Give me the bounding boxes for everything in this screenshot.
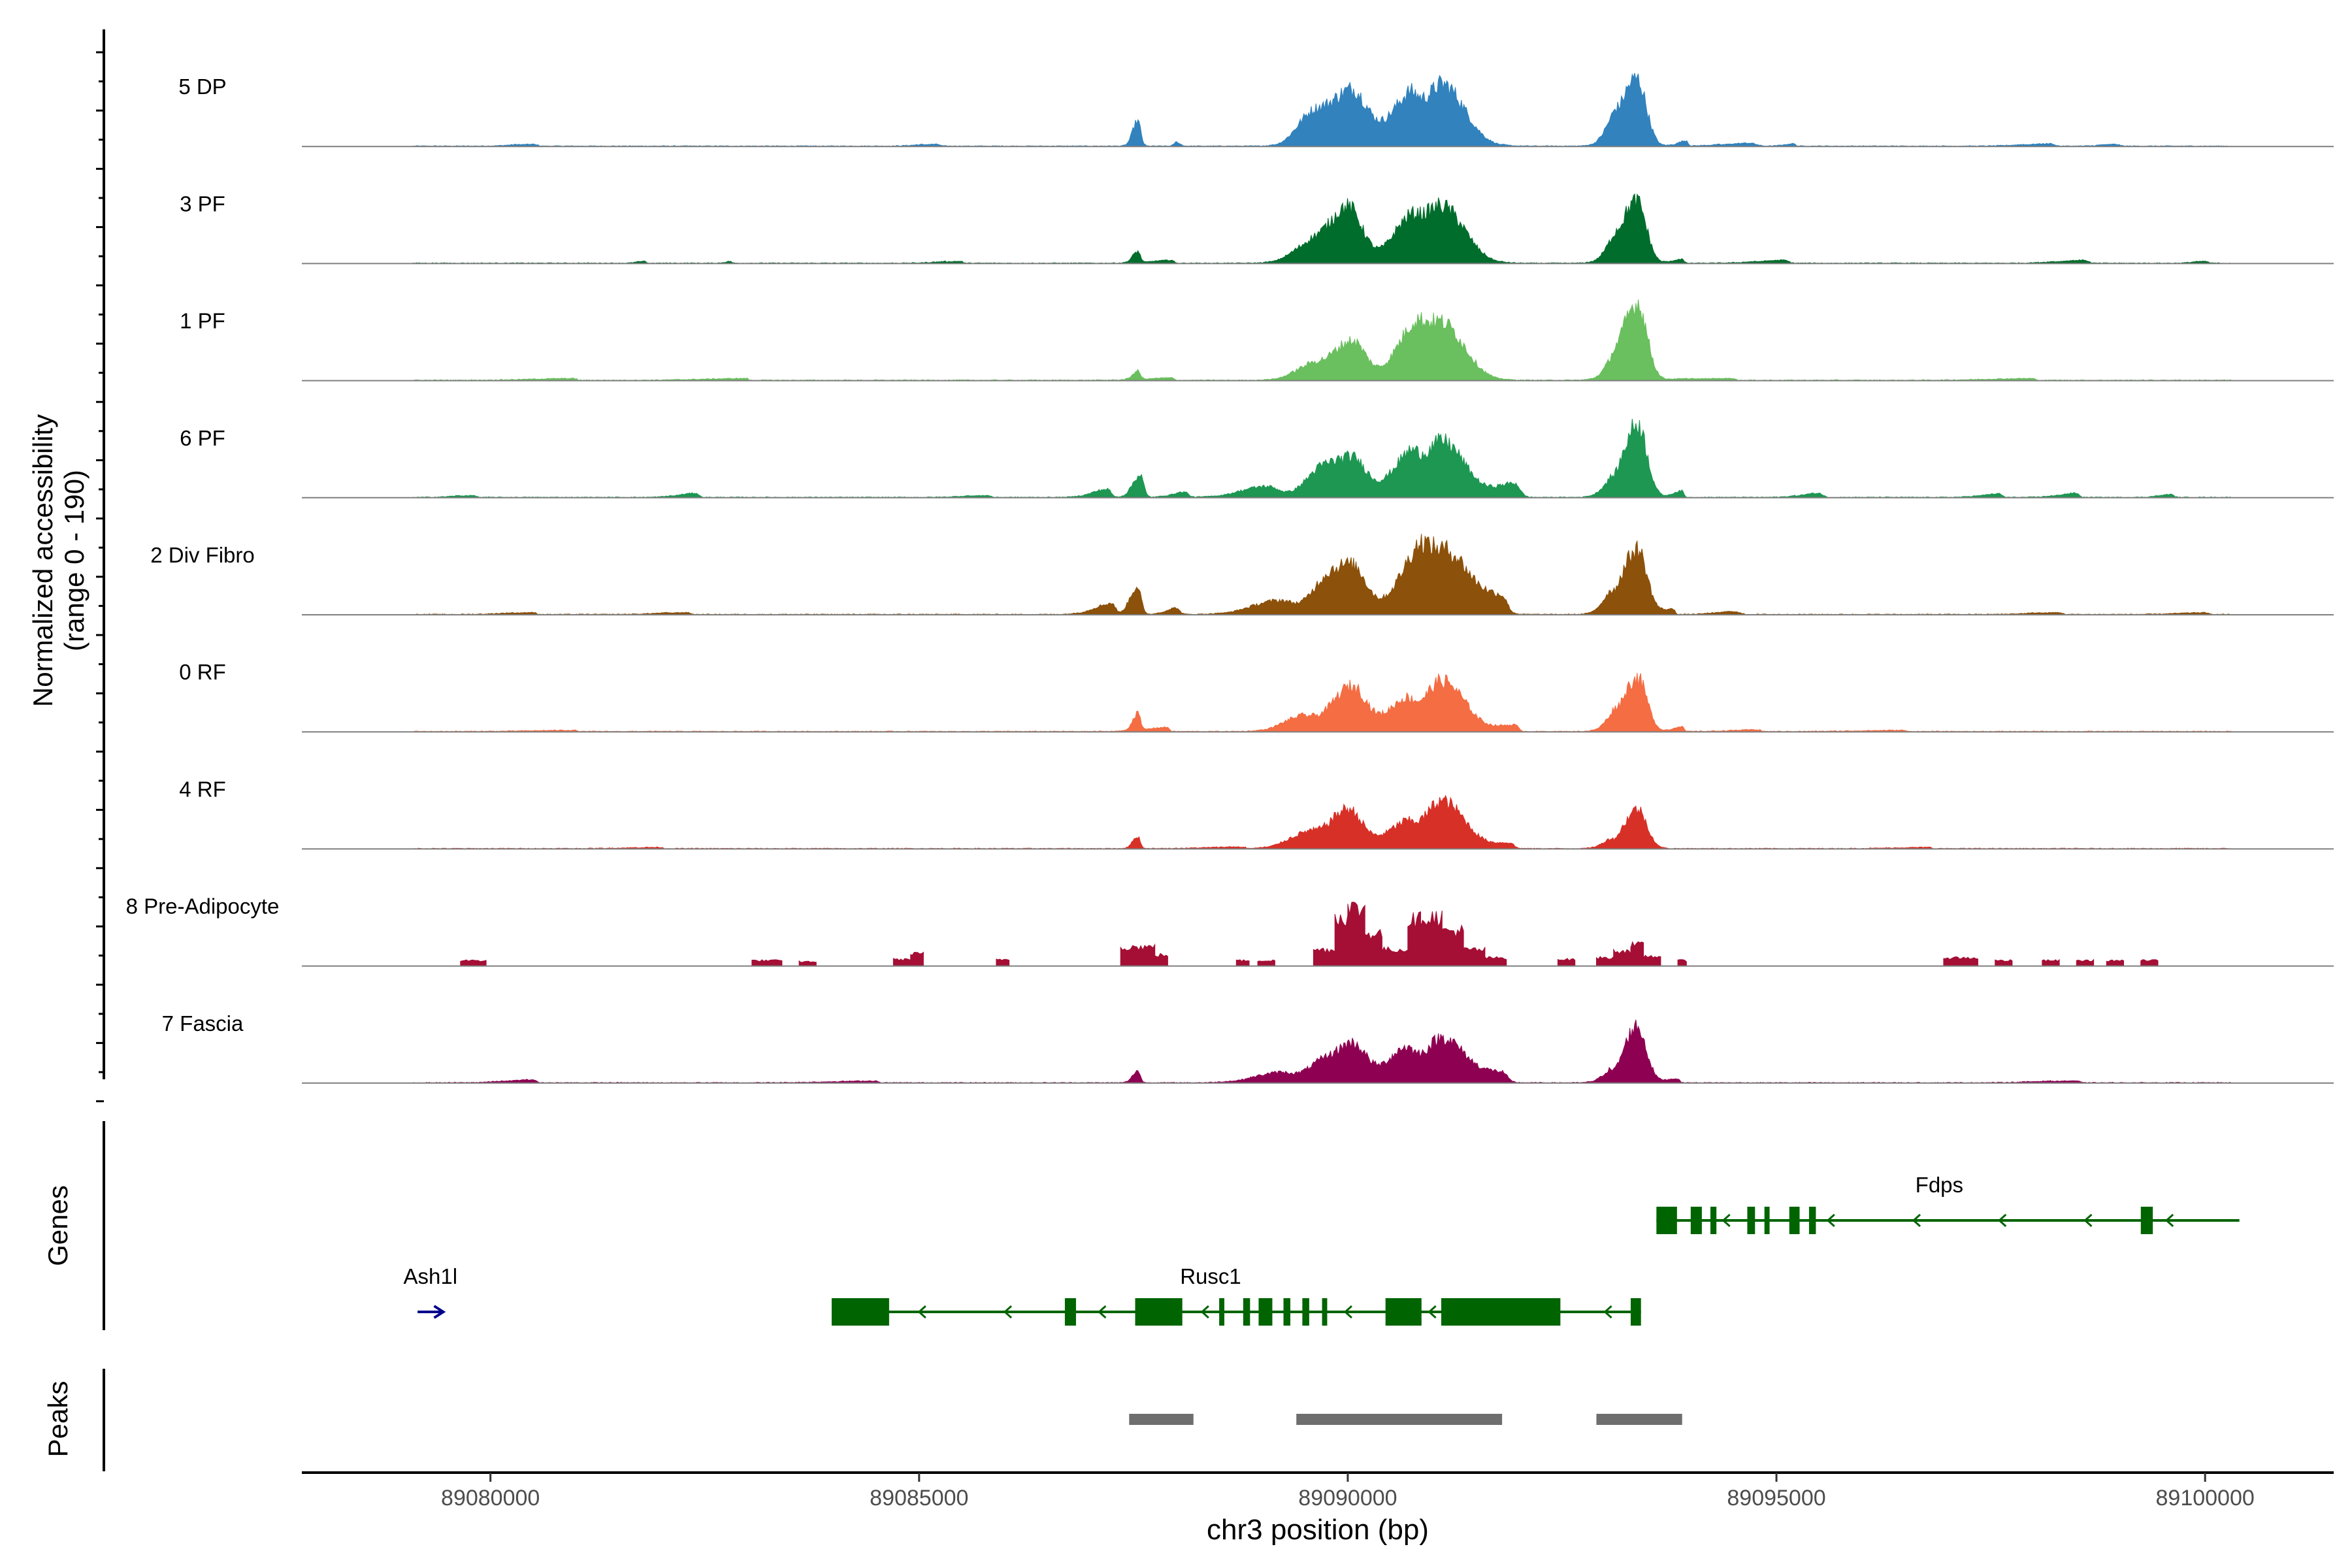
x-tick-label: 89085000 [870, 1486, 968, 1511]
peak-region [1129, 1414, 1194, 1425]
exon [1747, 1207, 1756, 1234]
coverage-area-0-rf [413, 672, 2231, 732]
peak-region [1296, 1414, 1503, 1425]
exon [1808, 1207, 1816, 1234]
strand-arrow [1912, 1213, 1921, 1228]
strand-arrow [917, 1305, 926, 1319]
exon [1302, 1298, 1309, 1326]
genes-panel-label: Genes [42, 1185, 73, 1266]
strand-arrow [1003, 1305, 1013, 1319]
exon [1764, 1207, 1770, 1234]
track-label: 8 Pre-Adipocyte [126, 894, 280, 919]
strand-arrow [1200, 1305, 1209, 1319]
gene-rusc1: Rusc1 [831, 1264, 1641, 1326]
gene-fdps: Fdps [1656, 1173, 2240, 1234]
strand-arrow [2083, 1213, 2093, 1228]
strand-arrow [1997, 1213, 2007, 1228]
exon [1135, 1298, 1183, 1326]
exon [1385, 1298, 1422, 1326]
strand-arrow [1343, 1305, 1352, 1319]
exon [1219, 1298, 1224, 1326]
track-label: 3 PF [180, 191, 225, 216]
coverage-y-ticks [96, 51, 104, 1103]
exon [1656, 1207, 1677, 1234]
y-axis-title-line2: (range 0 - 190) [59, 470, 90, 651]
strand-arrow [1603, 1305, 1612, 1319]
coverage-area-8-pre-adipocyte [302, 902, 2334, 967]
coverage-area-5-dp [413, 73, 2231, 147]
exon [1710, 1207, 1717, 1234]
exon [1283, 1298, 1291, 1326]
strand-arrow [2164, 1213, 2174, 1228]
exon [1064, 1298, 1076, 1326]
gene-ash1l: Ash1l [404, 1264, 458, 1319]
exon [1690, 1207, 1702, 1234]
peaks-panel-label: Peaks [42, 1381, 73, 1458]
exon [1322, 1298, 1328, 1326]
coverage-tracks [302, 73, 2334, 1084]
exon [2140, 1207, 2153, 1234]
x-tick-label: 89080000 [441, 1486, 540, 1511]
track-label: 7 Fascia [162, 1011, 244, 1036]
gene-label: Ash1l [404, 1264, 458, 1288]
strand-arrow [1428, 1305, 1437, 1319]
track-label: 0 RF [179, 660, 226, 684]
strand-arrow [1722, 1213, 1731, 1228]
exon [1243, 1298, 1250, 1326]
y-axis-title-line1: Normalized accessibility [27, 414, 58, 707]
x-tick-label: 89100000 [2156, 1486, 2255, 1511]
track-labels: 5 DP 3 PF 1 PF 6 PF 2 Div Fibro 0 RF 4 RF 8 Pre… [126, 74, 280, 1036]
exon [1789, 1207, 1800, 1234]
coverage-area-4-rf [413, 794, 2231, 850]
gene-annotations: Fdps Rusc1 Ash1l [404, 1173, 2240, 1326]
coverage-area-6-pf [413, 419, 2231, 498]
x-axis-ticks: 89080000 89085000 89090000 89095000 89100000 [441, 1473, 2255, 1511]
strand-arrow [1098, 1305, 1107, 1319]
gene-label: Rusc1 [1180, 1264, 1241, 1288]
x-tick-label: 89090000 [1298, 1486, 1397, 1511]
track-label: 6 PF [180, 426, 225, 450]
coverage-area-7-fascia [413, 1019, 2231, 1084]
exon [1258, 1298, 1273, 1326]
gene-label: Fdps [1916, 1173, 1963, 1197]
peak-region [1596, 1414, 1682, 1425]
peak-regions [1129, 1414, 1682, 1425]
x-tick-label: 89095000 [1727, 1486, 1825, 1511]
track-label: 2 Div Fibro [150, 543, 255, 567]
exon [831, 1298, 889, 1326]
exon [1630, 1298, 1641, 1326]
coverage-area-1-pf [413, 299, 2231, 382]
coverage-area-3-pf [413, 193, 2231, 264]
coverage-area-2-div-fibro [413, 534, 2231, 615]
exon [1441, 1298, 1561, 1326]
track-label: 1 PF [180, 309, 225, 333]
strand-arrow [433, 1305, 446, 1319]
x-axis-title: chr3 position (bp) [1207, 1514, 1429, 1546]
track-label: 5 DP [178, 74, 226, 99]
track-label: 4 RF [179, 777, 226, 801]
strand-arrow [1826, 1213, 1835, 1228]
